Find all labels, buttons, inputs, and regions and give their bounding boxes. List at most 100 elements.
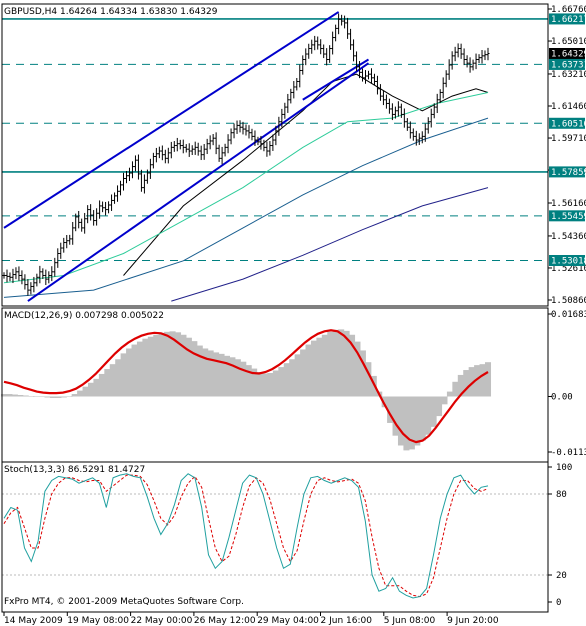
macd-histogram-bar xyxy=(17,395,24,397)
macd-histogram-bar xyxy=(120,353,127,397)
price-tag-label: 1.53018 xyxy=(551,257,586,267)
macd-histogram-bar xyxy=(457,374,464,397)
macd-histogram-bar xyxy=(289,359,296,397)
price-tick-label: 1.59710 xyxy=(551,134,586,144)
macd-histogram-bar xyxy=(359,350,366,397)
macd-histogram-bar xyxy=(185,337,192,397)
macd-histogram-bar xyxy=(436,396,443,417)
macd-histogram-bar xyxy=(414,396,421,446)
macd-histogram-bar xyxy=(245,365,252,397)
macd-panel: 0.016837 0.00 -0.011330 xyxy=(0,310,586,458)
macd-histogram-bar xyxy=(332,329,339,397)
price-tick-label: 1.65010 xyxy=(551,37,586,47)
macd-histogram-bar xyxy=(191,341,198,397)
trend-channel-line xyxy=(302,58,370,101)
macd-histogram-bar xyxy=(82,386,89,397)
price-tag-label: 1.60516 xyxy=(551,119,586,129)
macd-histogram-bar xyxy=(55,396,62,398)
price-tick-label: 1.56160 xyxy=(551,199,586,209)
macd-histogram-bar xyxy=(158,332,165,397)
time-tick-label: 19 May 08:00 xyxy=(67,616,129,626)
macd-tick-label: 0.00 xyxy=(551,392,573,402)
macd-histogram-bar xyxy=(39,396,46,397)
macd-histogram-bar xyxy=(49,396,56,398)
macd-histogram-bar xyxy=(87,382,95,397)
time-tick-label: 2 Jun 16:00 xyxy=(321,616,373,626)
macd-histogram-bar xyxy=(180,334,187,397)
macd-histogram-bar xyxy=(474,365,481,397)
macd-histogram-bar xyxy=(452,381,459,397)
macd-histogram-bar xyxy=(294,354,301,397)
price-tag-label: 1.55459 xyxy=(551,212,586,222)
macd-histogram-bar xyxy=(60,396,67,398)
macd-histogram-bar xyxy=(44,396,51,398)
macd-histogram-bar xyxy=(316,337,323,397)
macd-tick-label: 0.016837 xyxy=(551,310,586,320)
macd-histogram-bar xyxy=(11,394,18,397)
macd-histogram-bar xyxy=(354,341,361,397)
macd-histogram-bar xyxy=(98,373,105,397)
moving-average-line xyxy=(3,117,489,298)
macd-histogram-bar xyxy=(446,391,453,397)
macd-histogram-bar xyxy=(71,394,78,397)
stoch-panel: 100 80 20 0 xyxy=(2,463,572,608)
stoch-main-line xyxy=(3,473,489,599)
macd-histogram-bar xyxy=(479,364,486,397)
macd-histogram-bar xyxy=(463,370,470,397)
macd-histogram-bar xyxy=(278,367,285,397)
stoch-tick-label: 80 xyxy=(556,490,567,500)
macd-histogram-bar xyxy=(28,396,35,397)
macd-histogram-bar xyxy=(142,338,149,397)
macd-histogram-bar xyxy=(272,370,279,397)
price-tick-label: 1.52610 xyxy=(551,264,586,274)
macd-histogram-bar xyxy=(310,340,317,397)
macd-histogram-bar xyxy=(164,331,171,397)
macd-histogram-bar xyxy=(387,396,394,423)
panel-frame-0 xyxy=(1,3,549,307)
macd-histogram-bar xyxy=(305,344,312,397)
macd-histogram-bar xyxy=(213,352,220,397)
price-tick-label: 1.66760 xyxy=(551,5,586,15)
time-tick-label: 5 Jun 08:00 xyxy=(384,616,436,626)
stoch-tick-label: 100 xyxy=(556,463,572,473)
moving-average-line xyxy=(171,187,489,302)
stoch-header: Stoch(13,3,3) 86.5291 81.4727 xyxy=(4,465,145,475)
price-tag-box xyxy=(549,255,585,267)
macd-histogram-bar xyxy=(403,396,410,451)
price-tag-label: 1.64329 xyxy=(551,49,586,59)
macd-histogram-bar xyxy=(262,373,269,397)
macd-histogram-bar xyxy=(22,395,29,397)
macd-histogram-bar xyxy=(234,359,241,397)
macd-histogram-bar xyxy=(131,344,138,397)
time-tick-label: 22 May 00:00 xyxy=(131,616,193,626)
macd-histogram-bar xyxy=(202,348,209,397)
macd-histogram-bar xyxy=(229,357,236,397)
macd-histogram-bar xyxy=(343,330,350,397)
macd-histogram-bar xyxy=(349,334,356,397)
price-tick-label: 1.63210 xyxy=(551,70,586,80)
macd-histogram-bar xyxy=(77,390,84,397)
macd-histogram-bar xyxy=(327,331,334,397)
macd-histogram-bar xyxy=(153,334,160,397)
macd-histogram-bar xyxy=(300,349,307,397)
macd-histogram-bar xyxy=(283,363,290,397)
macd-tick-label: -0.011330 xyxy=(551,448,586,458)
time-tick-label: 9 Jun 20:00 xyxy=(447,616,499,626)
time-tick-label: 29 May 04:00 xyxy=(257,616,319,626)
macd-histogram-bar xyxy=(430,396,437,427)
macd-histogram-bar xyxy=(240,361,247,397)
macd-histogram-bar xyxy=(365,362,372,397)
moving-average-line xyxy=(3,92,489,284)
price-tick-label: 1.61460 xyxy=(551,102,586,112)
macd-histogram-bar xyxy=(484,362,492,397)
macd-histogram-bar xyxy=(0,394,8,397)
macd-histogram-bar xyxy=(115,359,122,397)
macd-histogram-bar xyxy=(425,396,432,435)
macd-histogram-bar xyxy=(126,348,133,397)
time-axis: 14 May 2009 19 May 08:00 22 May 00:00 26 Ma… xyxy=(3,612,499,626)
macd-header: MACD(12,26,9) 0.007298 0.005022 xyxy=(4,311,164,321)
macd-histogram-bar xyxy=(381,396,388,408)
price-panel: 1.667601.650101.632101.614601.597101.579… xyxy=(2,5,586,306)
price-tag-box xyxy=(549,117,585,129)
macd-histogram-bar xyxy=(408,396,415,450)
